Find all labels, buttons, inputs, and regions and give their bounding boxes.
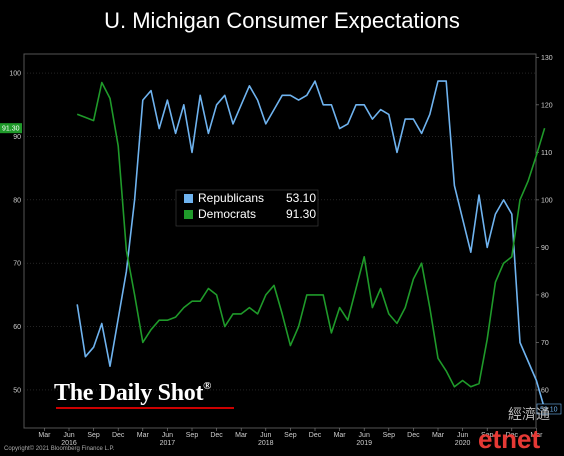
right-tick-label: 100 — [541, 197, 553, 204]
x-tick-label: Dec — [506, 432, 519, 439]
right-tick-label: 80 — [541, 292, 549, 299]
x-tick-label: Dec — [210, 432, 223, 439]
x-tick-label: Dec — [112, 432, 125, 439]
x-year-label: 2020 — [455, 440, 471, 447]
x-tick-label: Dec — [309, 432, 322, 439]
watermark-registered-mark: ® — [203, 380, 212, 392]
x-year-label: 2019 — [356, 440, 372, 447]
legend-swatch — [184, 194, 193, 203]
x-year-label: 2017 — [160, 440, 176, 447]
left-tick-label: 60 — [13, 324, 21, 331]
republicans-end-tag-label: 53.10 — [540, 406, 558, 413]
watermark-underline — [56, 407, 234, 409]
x-tick-label: Mar — [38, 432, 51, 439]
chart-title: U. Michigan Consumer Expectations — [104, 8, 460, 33]
x-tick-label: Sep — [481, 432, 494, 439]
x-tick-label: Mar — [530, 432, 543, 439]
x-tick-label: Jun — [457, 432, 468, 439]
x-tick-label: Sep — [186, 432, 199, 439]
legend-box — [175, 189, 319, 227]
x-year-label: 2016 — [61, 440, 77, 447]
right-tick-label: 60 — [541, 387, 549, 394]
x-tick-label: Mar — [432, 432, 445, 439]
x-tick-label: Jun — [260, 432, 271, 439]
left-tick-label: 70 — [13, 261, 21, 268]
legend-swatch — [184, 210, 193, 219]
copyright-text: Copyright© 2021 Bloomberg Finance L.P. — [4, 446, 115, 452]
left-tick-label: 90 — [13, 134, 21, 141]
x-tick-label: Mar — [334, 432, 347, 439]
right-tick-label: 120 — [541, 102, 553, 109]
x-tick-label: Mar — [235, 432, 248, 439]
x-tick-label: Jun — [359, 432, 370, 439]
x-tick-label: Dec — [407, 432, 420, 439]
watermark-text: The Daily Shot — [54, 380, 204, 406]
right-tick-label: 90 — [541, 245, 549, 252]
x-tick-label: Sep — [87, 432, 100, 439]
right-tick-label: 70 — [541, 340, 549, 347]
legend-value: 91.30 — [286, 207, 316, 221]
right-tick-label: 130 — [541, 55, 553, 62]
legend-label: Republicans — [198, 191, 264, 205]
x-tick-label: Sep — [383, 432, 396, 439]
republicans-end-tag — [536, 403, 562, 415]
series-line-republicans — [76, 80, 546, 410]
series-line-democrats — [76, 81, 546, 388]
x-tick-label: Jun — [162, 432, 173, 439]
democrats-end-tag-label: 91.30 — [2, 126, 20, 133]
legend-label: Democrats — [198, 207, 256, 221]
plot-frame — [23, 53, 537, 429]
right-tick-label: 110 — [541, 150, 552, 157]
x-tick-label: Sep — [284, 432, 297, 439]
legend-value: 53.10 — [286, 191, 316, 205]
source-logo-cn: 經濟通 — [508, 406, 550, 422]
left-tick-label: 50 — [13, 387, 21, 394]
source-logo-en: etnet — [478, 424, 541, 454]
source-logo: 經濟通 etnet — [478, 404, 550, 455]
democrats-end-tag — [0, 123, 22, 134]
x-year-label: 2018 — [258, 440, 274, 447]
x-tick-label: Mar — [137, 432, 150, 439]
watermark-logo: The Daily Shot® — [54, 380, 211, 407]
x-tick-label: Jun — [63, 432, 74, 439]
left-tick-label: 80 — [13, 197, 21, 204]
left-tick-label: 100 — [9, 71, 21, 78]
